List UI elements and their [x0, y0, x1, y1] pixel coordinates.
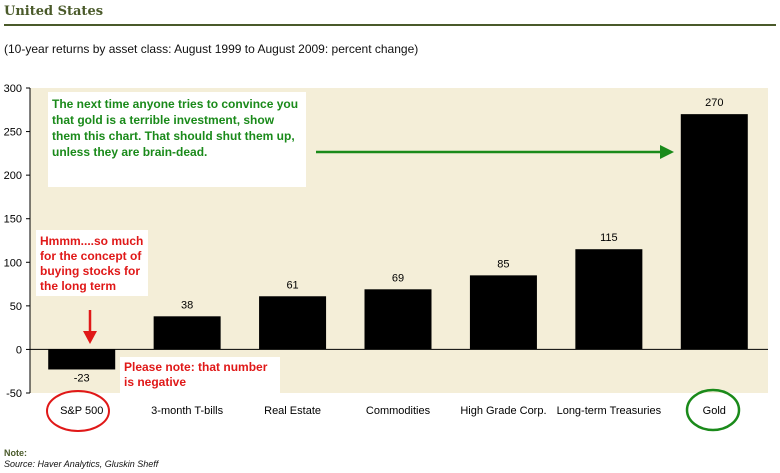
greentext-line-1: that gold is a terrible investment, show — [52, 113, 275, 127]
x-tick-label-5: Long-term Treasuries — [557, 405, 662, 417]
x-tick-label-4: High Grade Corp. — [460, 405, 546, 417]
x-tick-label-6: Gold — [703, 405, 726, 417]
greentext-line-0: The next time anyone tries to convince y… — [52, 97, 298, 111]
redtexttop-line-3: the long term — [40, 279, 116, 293]
gold-arrow-head — [660, 145, 674, 159]
x-tick-label-3: Commodities — [366, 405, 431, 417]
redtextbottom-line-1: is negative — [124, 375, 186, 389]
sp500-circle — [46, 390, 110, 432]
data-label-2: 61 — [286, 279, 298, 291]
y-tick-label: 250 — [4, 127, 22, 139]
footer-note-label: Note: — [4, 448, 27, 458]
data-labels: -23 38 61 69 85 115 270 — [74, 97, 724, 384]
y-axis: -50 0 50 100 150 200 250 300 — [4, 83, 31, 400]
y-ticks: -50 0 50 100 150 200 250 300 — [4, 83, 30, 400]
footer-source: Source: Haver Analytics, Gluskin Sheff — [4, 459, 159, 469]
stocks-arrow-head — [83, 331, 97, 344]
bar-2 — [259, 296, 327, 350]
x-tick-label-1: 3-month T-bills — [151, 405, 223, 417]
redtexttop-line-1: for the concept of — [40, 249, 142, 263]
gold-circle — [685, 388, 741, 432]
y-tick-label: 200 — [4, 170, 22, 182]
x-tick-labels: S&P 500 3-month T-bills Real Estate Commodi… — [60, 405, 726, 417]
data-label-5: 115 — [600, 232, 618, 244]
redtextbottom-line-0: Please note: that number — [124, 360, 268, 374]
negative-annotation-box — [120, 357, 280, 393]
y-tick-label: 100 — [4, 257, 22, 269]
data-label-1: 38 — [181, 299, 193, 311]
stocks-annotation-box — [36, 230, 148, 296]
chart-header-title: United States — [4, 4, 104, 19]
y-tick-label: 300 — [4, 83, 22, 95]
y-tick-label: 50 — [10, 301, 22, 313]
bars — [48, 114, 748, 370]
x-tick-label-2: Real Estate — [264, 405, 321, 417]
redtexttop-line-2: buying stocks for — [40, 264, 140, 278]
gold-annotation-box — [48, 92, 306, 187]
gold-annotation-text: The next time anyone tries to convince y… — [52, 97, 298, 159]
y-tick-label: 0 — [16, 344, 22, 356]
greentext-line-3: unless they are brain-dead. — [52, 145, 207, 159]
bar-4 — [469, 275, 537, 350]
bar-0 — [48, 349, 116, 370]
bar-1 — [153, 316, 221, 350]
y-tick-label: 150 — [4, 214, 22, 226]
data-label-3: 69 — [392, 272, 404, 284]
x-tick-label-0: S&P 500 — [60, 405, 103, 417]
header-rule — [4, 24, 776, 26]
chart-subtitle: (10-year returns by asset class: August … — [4, 42, 419, 56]
bar-5 — [575, 249, 643, 350]
data-label-6: 270 — [705, 97, 723, 109]
bar-3 — [364, 289, 432, 350]
y-tick-label: -50 — [6, 388, 22, 400]
bar-6 — [680, 114, 748, 350]
redtexttop-line-0: Hmmm....so much — [40, 234, 143, 248]
data-label-0: -23 — [74, 372, 90, 384]
greentext-line-2: them this chart. That should shut them u… — [52, 129, 295, 143]
data-label-4: 85 — [497, 258, 509, 270]
